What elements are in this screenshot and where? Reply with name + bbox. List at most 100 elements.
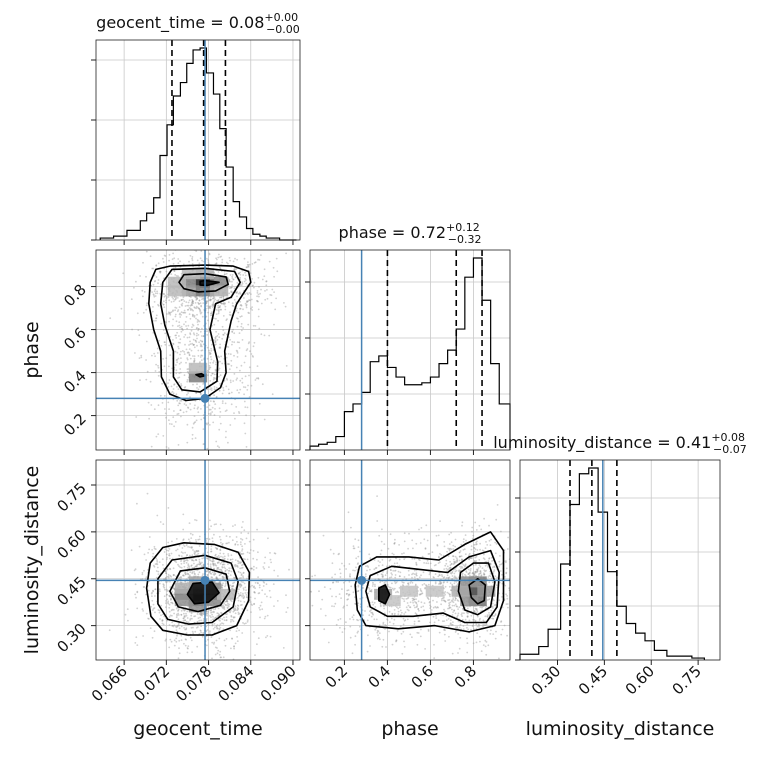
sample-point <box>357 546 360 548</box>
sample-point <box>231 585 234 587</box>
sample-point <box>161 622 164 625</box>
sample-point <box>173 425 176 428</box>
sample-point <box>170 423 173 425</box>
sample-point <box>371 585 374 587</box>
sample-point <box>230 615 233 618</box>
sample-point <box>454 599 456 602</box>
sample-point <box>185 620 188 623</box>
sample-point <box>342 606 345 609</box>
sample-point <box>402 584 404 586</box>
sample-point <box>489 563 492 566</box>
sample-point <box>461 618 464 621</box>
sample-point <box>282 647 285 649</box>
sample-point <box>202 335 205 337</box>
sample-point <box>271 393 274 396</box>
sample-point <box>224 584 227 586</box>
sample-point <box>236 564 239 567</box>
sample-point <box>197 328 200 330</box>
sample-point <box>154 563 157 565</box>
sample-point <box>384 628 386 630</box>
sample-point <box>256 300 259 302</box>
sample-point <box>156 292 159 295</box>
sample-point <box>303 613 305 615</box>
sample-point <box>220 355 223 358</box>
sample-point <box>194 437 197 439</box>
sample-point <box>162 564 164 566</box>
sample-point <box>229 259 232 262</box>
sample-point <box>193 360 195 363</box>
sample-point <box>452 621 454 623</box>
sample-point <box>218 367 221 370</box>
sample-point <box>145 275 147 278</box>
sample-point <box>243 595 246 598</box>
sample-point <box>235 379 238 381</box>
sample-point <box>433 621 436 624</box>
sample-point <box>173 296 176 298</box>
sample-point <box>308 583 310 585</box>
sample-point <box>391 587 394 590</box>
sample-point <box>452 598 454 601</box>
sample-point <box>225 272 228 275</box>
sample-point <box>461 521 464 524</box>
sample-point <box>517 663 519 665</box>
sample-point <box>169 638 172 641</box>
sample-point <box>452 544 455 547</box>
sample-point <box>214 403 217 405</box>
sample-point <box>227 353 230 355</box>
sample-point <box>456 558 459 561</box>
sample-point <box>198 561 201 563</box>
sample-point <box>249 567 252 570</box>
sample-point <box>272 583 275 585</box>
sample-point <box>220 561 223 564</box>
sample-point <box>213 567 215 570</box>
sample-point <box>415 564 418 566</box>
sample-point <box>193 407 196 410</box>
sample-point <box>194 339 197 342</box>
density-cell <box>460 595 479 607</box>
sample-point <box>244 355 247 358</box>
sample-point <box>212 400 215 403</box>
sample-point <box>468 558 470 560</box>
sample-point <box>468 572 471 575</box>
sample-point <box>169 313 172 316</box>
sample-point <box>237 311 240 314</box>
sample-point <box>180 311 183 314</box>
sample-point <box>482 557 485 560</box>
sample-point <box>419 542 422 544</box>
sample-point <box>417 617 420 619</box>
sample-point <box>195 519 198 522</box>
sample-point <box>449 619 452 621</box>
sample-point <box>178 565 180 567</box>
sample-point <box>381 573 384 576</box>
sample-point <box>196 332 198 335</box>
sample-point <box>238 272 240 275</box>
sample-point <box>353 547 356 550</box>
sample-point <box>445 567 448 570</box>
sample-point <box>494 575 497 578</box>
sample-point <box>221 586 223 589</box>
sample-point <box>404 619 407 621</box>
sample-point <box>329 548 332 551</box>
sample-point <box>352 618 355 621</box>
sample-point <box>166 296 168 298</box>
sample-point <box>233 616 236 619</box>
sample-point <box>239 562 242 565</box>
sample-point <box>230 614 233 617</box>
sample-point <box>232 525 234 527</box>
sample-point <box>443 568 446 570</box>
sample-point <box>415 572 418 575</box>
sample-point <box>179 312 181 315</box>
sample-point <box>168 311 171 314</box>
sample-point <box>202 565 205 568</box>
sample-point <box>165 270 168 273</box>
sample-point <box>238 332 241 334</box>
sample-point <box>248 299 250 301</box>
sample-point <box>191 559 193 562</box>
sample-point <box>219 548 222 551</box>
contour-level <box>169 566 231 613</box>
sample-point <box>197 327 200 330</box>
sample-point <box>188 344 190 346</box>
sample-point <box>189 619 192 621</box>
sample-point <box>478 574 480 576</box>
sample-point <box>172 388 175 390</box>
